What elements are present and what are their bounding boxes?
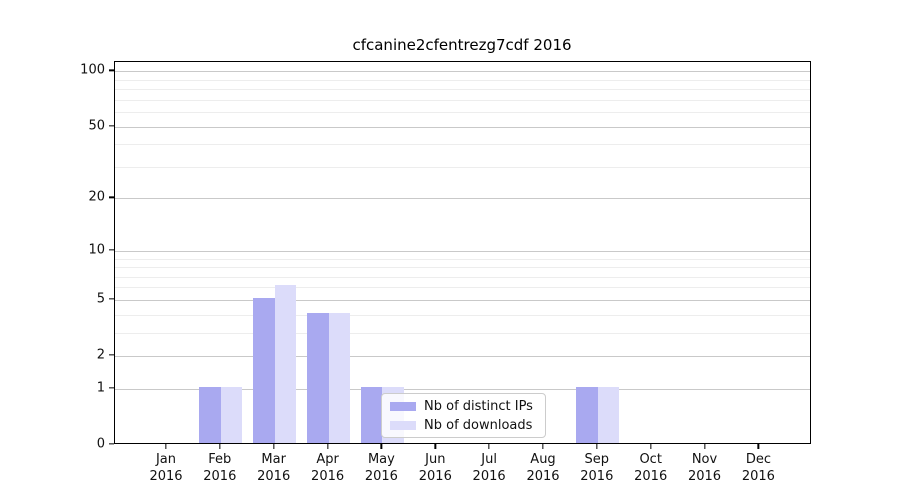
x-tickmark-sep [596,444,598,449]
y-tickmark-100 [109,69,114,71]
gridline-minor-70 [115,99,810,101]
y-tickmark-1 [109,387,114,389]
x-tick-label-jan: Jan 2016 [149,452,183,484]
y-tickmark-0 [109,443,114,445]
y-tick-label-20: 20 [88,189,105,205]
bar-downloads-mar [274,285,297,443]
chart-title: cfcanine2cfentrezg7cdf 2016 [352,36,572,54]
x-tick-year-jul: 2016 [472,469,506,484]
gridline-minor-30 [115,166,810,168]
gridline-minor-7 [115,276,810,278]
x-tick-label-apr: Apr 2016 [311,452,345,484]
y-tickmark-2 [109,354,114,356]
legend-swatch-downloads-icon [390,420,416,430]
gridline-minor-3 [115,332,810,334]
gridline-major-50 [115,126,810,128]
gridline-minor-9 [115,258,810,260]
legend-label-distinct-ips: Nb of distinct IPs [424,398,533,414]
legend-row-downloads: Nb of downloads [390,418,537,433]
x-tickmark-jan [165,444,167,449]
gridline-major-20 [115,198,810,200]
y-tick-label-1: 1 [96,380,105,396]
x-tick-year-aug: 2016 [526,469,560,484]
x-tick-label-feb: Feb 2016 [203,452,237,484]
bar-distinct-ips-mar [253,297,275,443]
x-tick-year-dec: 2016 [741,469,775,484]
y-tick-label-5: 5 [96,291,105,307]
x-tickmark-feb [219,444,221,449]
y-tick-label-50: 50 [88,118,105,134]
x-tick-label-sep: Sep 2016 [580,452,614,484]
gridline-minor-6 [115,287,810,289]
x-tickmark-apr [326,444,329,449]
gridline-major-1 [115,388,810,390]
bar-downloads-feb [220,386,243,443]
bar-distinct-ips-apr [307,312,329,443]
legend-label-downloads: Nb of downloads [424,417,533,433]
y-tickmark-10 [109,249,114,251]
x-tickmark-dec [757,444,760,449]
y-tickmark-5 [109,298,114,300]
x-tickmark-aug [542,444,544,449]
y-tick-label-10: 10 [88,242,105,258]
x-tick-year-may: 2016 [364,469,398,484]
gridline-minor-8 [115,267,810,268]
x-tick-label-mar: Mar 2016 [257,452,291,484]
x-tick-year-oct: 2016 [634,469,668,484]
gridline-major-2 [115,355,810,357]
x-tickmark-mar [273,444,275,449]
x-tick-label-oct: Oct 2016 [634,452,668,484]
x-tick-year-jun: 2016 [418,469,452,484]
bar-downloads-apr [328,312,351,443]
x-tickmark-jul [488,444,490,449]
gridline-minor-80 [115,89,810,91]
x-tick-year-mar: 2016 [257,469,291,484]
y-tick-label-2: 2 [96,347,105,363]
gridline-major-10 [115,250,810,252]
bar-downloads-sep [597,386,620,443]
y-tickmark-50 [109,124,114,127]
x-tick-year-feb: 2016 [203,469,237,484]
y-tick-label-0: 0 [96,436,105,452]
x-tick-year-sep: 2016 [580,469,614,484]
legend-row-distinct-ips: Nb of distinct IPs [390,399,537,414]
gridline-major-5 [115,299,810,301]
gridline-major-100 [115,71,810,73]
x-tick-label-aug: Aug 2016 [526,452,560,484]
y-tickmark-20 [109,196,114,199]
y-tick-label-100: 100 [80,62,105,78]
gridline-minor-40 [115,144,810,146]
x-tickmark-nov [703,444,706,449]
x-tickmark-oct [650,444,652,449]
x-tick-label-jul: Jul 2016 [472,452,506,484]
x-tick-year-apr: 2016 [311,469,345,484]
bar-distinct-ips-sep [576,386,598,443]
legend: Nb of distinct IPs Nb of downloads [381,393,546,438]
x-tick-label-jun: Jun 2016 [418,452,452,484]
bar-distinct-ips-may [360,386,383,443]
x-tick-label-may: May 2016 [364,452,398,484]
gridline-minor-60 [115,112,810,114]
x-tick-year-nov: 2016 [687,469,722,484]
plot-area: Nb of distinct IPs Nb of downloads [114,61,811,444]
x-tick-label-nov: Nov 2016 [687,452,722,484]
x-tick-label-dec: Dec 2016 [741,452,775,484]
x-tickmark-jun [434,444,436,449]
gridline-minor-90 [115,79,810,81]
gridline-minor-4 [115,314,810,316]
x-tick-year-jan: 2016 [149,469,183,484]
x-tickmark-may [380,444,383,449]
legend-swatch-distinct-ips-icon [390,401,416,411]
bar-distinct-ips-feb [199,386,221,443]
